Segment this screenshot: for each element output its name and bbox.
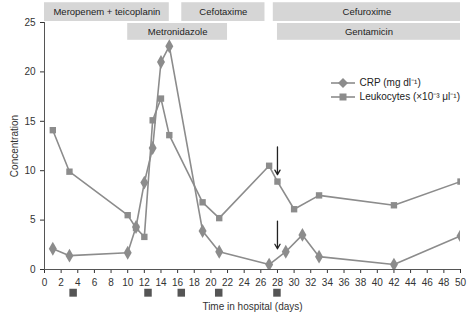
svg-text:14: 14 (155, 277, 167, 288)
svg-text:26: 26 (255, 277, 267, 288)
html-text:Leukocytes (×10⁻³ μl⁻¹): Leukocytes (×10⁻³ μl⁻¹) (359, 91, 460, 102)
svg-text:38: 38 (355, 277, 367, 288)
svg-text:6: 6 (92, 277, 98, 288)
svg-text:10: 10 (24, 165, 36, 176)
svg-text:2: 2 (58, 277, 64, 288)
svg-text:16: 16 (172, 277, 184, 288)
svg-text:Cefotaxime: Cefotaxime (199, 6, 247, 17)
svg-text:Meropenem + teicoplanin: Meropenem + teicoplanin (53, 6, 160, 17)
svg-text:Time in hospital (days): Time in hospital (days) (202, 301, 302, 312)
svg-text:34: 34 (322, 277, 334, 288)
svg-text:42: 42 (388, 277, 400, 288)
svg-text:22: 22 (222, 277, 234, 288)
svg-text:32: 32 (305, 277, 317, 288)
svg-text:20: 20 (205, 277, 217, 288)
svg-text:0: 0 (30, 264, 36, 275)
svg-text:8: 8 (108, 277, 114, 288)
svg-text:10: 10 (122, 277, 134, 288)
svg-text:Gentamicin: Gentamicin (345, 26, 393, 37)
svg-text:28: 28 (272, 277, 284, 288)
svg-text:36: 36 (338, 277, 350, 288)
svg-text:44: 44 (405, 277, 417, 288)
svg-text:25: 25 (24, 17, 36, 28)
svg-text:Metronidazole: Metronidazole (148, 26, 208, 37)
html-text:CRP (mg dl⁻¹): CRP (mg dl⁻¹) (359, 77, 421, 88)
svg-text:48: 48 (438, 277, 450, 288)
svg-text:5: 5 (30, 214, 36, 225)
svg-text:50: 50 (455, 277, 467, 288)
svg-text:18: 18 (189, 277, 201, 288)
svg-text:Cefuroxime: Cefuroxime (343, 6, 392, 17)
svg-text:40: 40 (372, 277, 384, 288)
svg-text:20: 20 (24, 66, 36, 77)
svg-text:15: 15 (24, 116, 36, 127)
svg-text:Concentration: Concentration (9, 115, 20, 177)
svg-text:30: 30 (289, 277, 301, 288)
svg-text:12: 12 (139, 277, 151, 288)
svg-text:0: 0 (42, 277, 48, 288)
svg-text:4: 4 (75, 277, 81, 288)
svg-text:46: 46 (422, 277, 434, 288)
svg-text:24: 24 (239, 277, 251, 288)
